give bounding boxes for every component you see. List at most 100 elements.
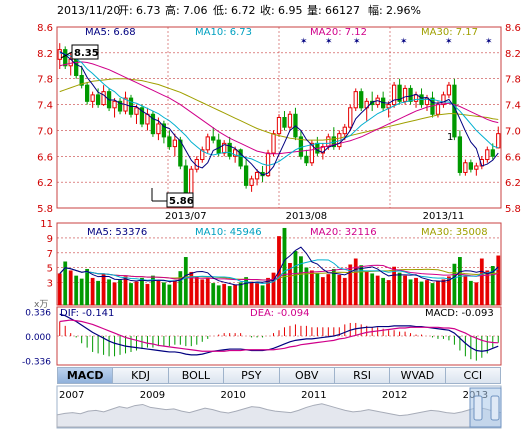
candle-body (474, 165, 479, 170)
candle-body (167, 136, 172, 148)
timeline-navigator[interactable]: 200720092010201120122013 (56, 385, 502, 429)
volume-bar (386, 280, 391, 306)
candle (139, 104, 145, 128)
price-ma30-label: MA30: 7.17 (421, 27, 478, 38)
event-star-icon[interactable]: ✶ (400, 37, 408, 47)
candle (90, 91, 95, 108)
volume-bar (85, 268, 90, 306)
event-star-icon[interactable]: ✶ (300, 37, 308, 47)
candle-body (446, 84, 452, 96)
volume-bar (74, 275, 79, 306)
timeline-year-label: 2012 (382, 390, 407, 401)
header-volume-label: 量: (307, 4, 322, 17)
volume-bar (145, 283, 150, 306)
candle-body (287, 113, 293, 128)
event-star-icon[interactable]: ✶ (325, 37, 333, 47)
volume-bar (452, 263, 457, 306)
volume-bar (123, 276, 128, 306)
price-y-tick-left: 8.6 (37, 23, 53, 34)
candle (282, 111, 287, 131)
candle (359, 88, 364, 112)
candle (123, 91, 128, 115)
candle-body (211, 136, 216, 141)
candle (298, 130, 304, 160)
volume-bar (408, 279, 413, 306)
candle-body (112, 100, 117, 109)
timeline-right-handle[interactable] (490, 395, 500, 421)
macd-y-tick: -0.336 (22, 357, 51, 367)
event-marker-label: 1 (447, 132, 453, 143)
candle-body (441, 94, 446, 106)
macd-label: MACD: -0.093 (425, 308, 494, 319)
volume-bar (200, 279, 205, 306)
tab-cci[interactable]: CCI (445, 367, 501, 384)
candle-body (95, 94, 101, 106)
volume-y-tick: 7 (47, 249, 53, 260)
tab-psy[interactable]: PSY (224, 367, 280, 384)
volume-bar (468, 280, 473, 306)
volume-bar (140, 277, 144, 306)
candle (408, 85, 413, 105)
volume-bar (151, 275, 155, 306)
tab-rsi[interactable]: RSI (334, 367, 391, 384)
timeline-left-handle[interactable] (473, 395, 483, 421)
macd-y-tick: 0.000 (25, 333, 51, 343)
tab-obv[interactable]: OBV (279, 367, 335, 384)
candle-body (309, 142, 315, 164)
volume-ma10-line (59, 259, 499, 285)
tab-kdj[interactable]: KDJ (113, 367, 169, 384)
volume-bar (392, 266, 397, 306)
candle (216, 133, 221, 157)
volume-bar (216, 285, 221, 306)
volume-bar (244, 277, 249, 306)
price-y-tick-left: 7.4 (37, 101, 53, 112)
volume-bar (479, 258, 484, 306)
candle (63, 46, 68, 70)
volume-bar (90, 277, 95, 306)
price-y-tick-right: 7.0 (505, 126, 521, 137)
candle-body (276, 117, 282, 135)
volume-bar (238, 282, 243, 306)
tab-macd[interactable]: MACD (57, 367, 114, 384)
candle-body (161, 123, 167, 138)
event-star-icon[interactable]: ✶ (353, 37, 361, 47)
candle-body (496, 133, 501, 149)
tab-wvad[interactable]: WVAD (390, 367, 446, 384)
volume-bar (348, 264, 353, 306)
candle-body (490, 149, 495, 157)
volume-bar (381, 277, 386, 306)
candle (254, 169, 260, 186)
candle (150, 111, 156, 137)
event-star-icon[interactable]: ✶ (445, 37, 453, 47)
candle (200, 146, 205, 163)
candle-body (402, 87, 408, 102)
candle (222, 140, 227, 157)
candle (167, 130, 172, 150)
volume-bar (96, 280, 101, 306)
volume-bar (260, 285, 265, 306)
volume-y-tick: 11 (40, 219, 53, 230)
volume-bar (496, 255, 501, 306)
candle-body (222, 142, 227, 154)
candle (446, 81, 452, 99)
candle-body (178, 139, 183, 167)
candle (457, 130, 463, 176)
candle (386, 101, 391, 118)
price-ma5-label: MA5: 6.68 (85, 27, 136, 38)
candle-body (74, 58, 79, 76)
event-star-icon[interactable]: ✶ (485, 37, 493, 47)
header-open-label: 开: (118, 4, 133, 17)
candle (172, 133, 177, 157)
volume-bar (447, 276, 451, 306)
candle (85, 81, 90, 105)
volume-ma5-line (59, 246, 499, 286)
max-price-label: 8.35 (74, 48, 99, 59)
tab-boll[interactable]: BOLL (168, 367, 225, 384)
price-y-axis-right: 5.8 6.2 6.6 7.0 7.4 7.8 8.2 8.6 (505, 23, 521, 215)
candle-body (304, 155, 309, 164)
candle-body (57, 49, 62, 60)
volume-bar (457, 257, 462, 306)
volume-bar (57, 273, 62, 306)
ma5-line (59, 51, 499, 176)
candle-body (172, 139, 177, 148)
